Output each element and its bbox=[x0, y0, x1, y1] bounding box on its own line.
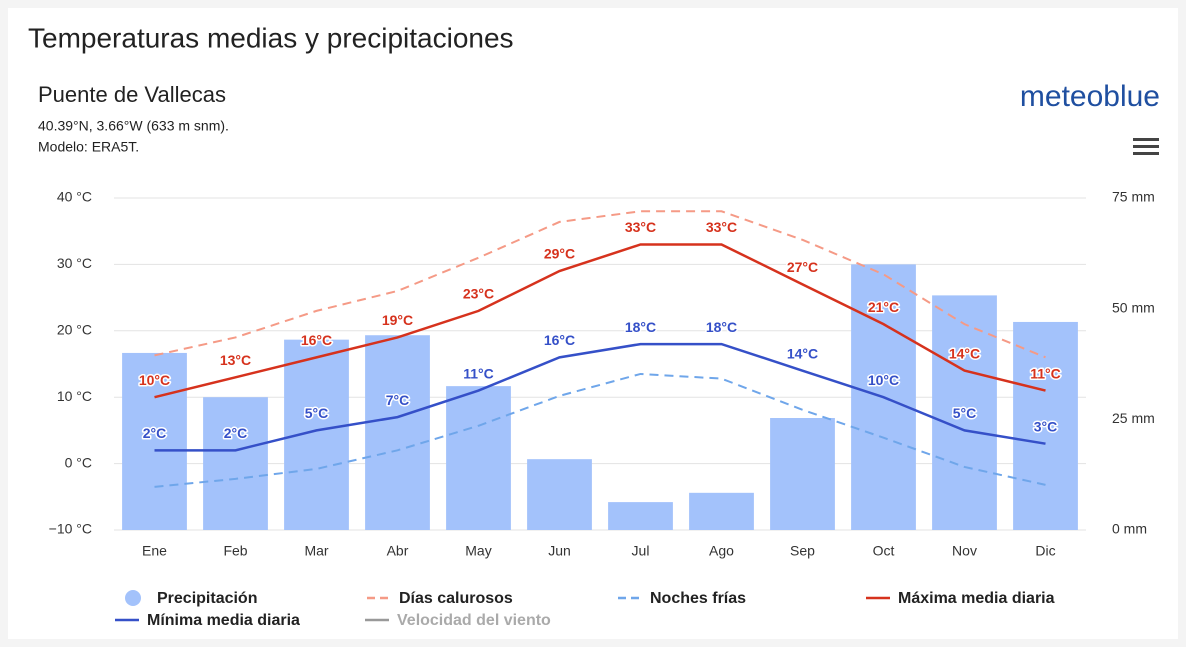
x-tick-label: Ene bbox=[142, 543, 167, 559]
x-tick-label: Abr bbox=[387, 543, 409, 559]
data-label: 14°C bbox=[787, 345, 818, 361]
data-label: 10°C bbox=[139, 372, 170, 388]
line bbox=[154, 210, 1046, 359]
menu-icon[interactable] bbox=[1133, 138, 1159, 155]
data-label: 2°C bbox=[224, 425, 248, 441]
model: Modelo: ERA5T. bbox=[38, 139, 139, 155]
data-label: 33°C bbox=[625, 219, 656, 235]
brand-logo: meteoblue bbox=[1020, 80, 1160, 113]
legend-symbol bbox=[125, 590, 141, 606]
y-tick-label: 0 °C bbox=[65, 454, 92, 470]
data-label: 18°C bbox=[625, 319, 656, 335]
data-label: 18°C bbox=[706, 319, 737, 335]
x-tick-label: Dic bbox=[1035, 543, 1055, 559]
data-label: 2°C bbox=[143, 425, 167, 441]
y-tick-label: −10 °C bbox=[49, 521, 92, 537]
bar bbox=[608, 502, 673, 530]
data-label: 23°C bbox=[463, 286, 494, 302]
legend-label: Precipitación bbox=[157, 590, 257, 607]
bar bbox=[122, 352, 187, 530]
y2-tick-label: 25 mm bbox=[1112, 410, 1155, 426]
bar bbox=[203, 397, 268, 530]
x-tick-label: Feb bbox=[223, 543, 247, 559]
data-label: 29°C bbox=[544, 246, 575, 262]
x-tick-label: Mar bbox=[304, 543, 328, 559]
legend-label: Días calurosos bbox=[399, 590, 513, 607]
bar bbox=[446, 386, 511, 530]
bar bbox=[770, 418, 835, 530]
line bbox=[154, 342, 1046, 452]
data-label: 13°C bbox=[220, 352, 251, 368]
y-tick-label: 30 °C bbox=[57, 255, 92, 271]
bar bbox=[365, 335, 430, 530]
bar bbox=[527, 459, 592, 530]
x-tick-label: May bbox=[465, 543, 491, 559]
x-tick-label: Nov bbox=[952, 543, 977, 559]
bar bbox=[932, 295, 997, 530]
data-label: 5°C bbox=[953, 405, 977, 421]
data-label: 27°C bbox=[787, 259, 818, 275]
data-label: 10°C bbox=[868, 372, 899, 388]
data-label: 16°C bbox=[544, 332, 575, 348]
legend-label: Máxima media diaria bbox=[898, 590, 1055, 607]
x-tick-label: Jun bbox=[548, 543, 571, 559]
data-label: 14°C bbox=[949, 345, 980, 361]
data-label: 21°C bbox=[868, 299, 899, 315]
data-label: 11°C bbox=[1030, 365, 1061, 381]
legend-label: Mínima media diaria bbox=[147, 612, 300, 629]
data-label: 7°C bbox=[386, 392, 410, 408]
y2-tick-label: 50 mm bbox=[1112, 299, 1155, 315]
y-tick-label: 40 °C bbox=[57, 189, 92, 205]
y2-tick-label: 75 mm bbox=[1112, 189, 1155, 205]
y-tick-label: 20 °C bbox=[57, 322, 92, 338]
y2-tick-label: 0 mm bbox=[1112, 521, 1147, 537]
bar bbox=[689, 492, 754, 530]
line bbox=[154, 372, 1046, 488]
menu-bar bbox=[1133, 138, 1159, 141]
x-tick-label: Sep bbox=[790, 543, 815, 559]
line bbox=[154, 243, 1046, 399]
x-tick-label: Jul bbox=[632, 543, 650, 559]
legend-label: Noches frías bbox=[650, 590, 746, 607]
menu-bar bbox=[1133, 145, 1159, 148]
y-tick-label: 10 °C bbox=[57, 388, 92, 404]
coordinates: 40.39°N, 3.66°W (633 m snm). bbox=[38, 118, 229, 134]
location: Puente de Vallecas bbox=[38, 82, 226, 107]
chart-title: Temperaturas medias y precipitaciones bbox=[28, 22, 514, 53]
data-label: 33°C bbox=[706, 219, 737, 235]
x-tick-label: Oct bbox=[873, 543, 895, 559]
x-tick-label: Ago bbox=[709, 543, 734, 559]
legend-label: Velocidad del viento bbox=[397, 612, 551, 629]
data-label: 5°C bbox=[305, 405, 329, 421]
menu-bar bbox=[1133, 152, 1159, 155]
data-label: 19°C bbox=[382, 312, 413, 328]
data-label: 16°C bbox=[301, 332, 332, 348]
data-label: 11°C bbox=[463, 365, 494, 381]
data-label: 3°C bbox=[1034, 418, 1058, 434]
